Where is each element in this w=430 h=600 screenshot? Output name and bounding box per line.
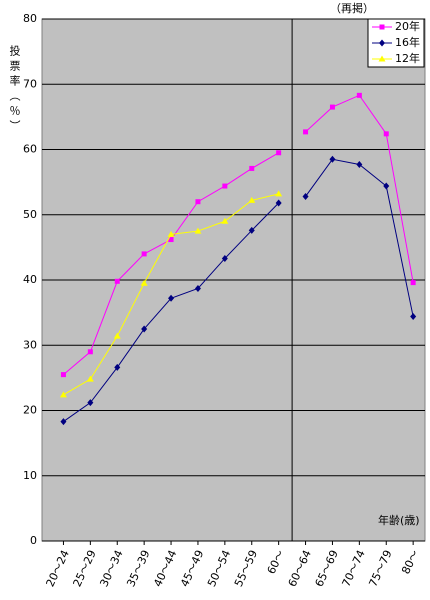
point: [378, 55, 386, 62]
x-axis-label: 年齢(歳): [378, 513, 420, 527]
point: [221, 254, 228, 262]
point: [302, 192, 309, 200]
legend-label: 16年: [395, 35, 420, 49]
y-tick-label: 40: [23, 273, 37, 286]
point: [59, 391, 67, 398]
y-tick-label: 10: [23, 469, 37, 482]
point: [275, 190, 283, 197]
section-note: （再掲）: [330, 1, 374, 15]
x-tick-label: 80～: [399, 548, 421, 576]
point: [114, 278, 120, 284]
x-tick-label: 40～44: [151, 548, 179, 589]
y-tick-label: 50: [23, 208, 37, 221]
x-tick-label: 35～39: [124, 548, 152, 589]
x-tick-label: 65～69: [313, 548, 341, 589]
point: [383, 182, 390, 190]
point: [87, 349, 93, 355]
point: [379, 39, 385, 47]
point: [114, 363, 121, 371]
point: [195, 199, 201, 205]
y-tick-label: 20: [23, 404, 37, 417]
point: [141, 251, 147, 257]
point: [60, 372, 66, 378]
x-tick-label: 45～49: [178, 548, 206, 589]
y-tick-label: 0: [30, 534, 37, 547]
point: [60, 418, 67, 426]
x-tick-label: 25～29: [71, 548, 99, 589]
point: [222, 183, 228, 189]
point: [356, 92, 362, 98]
y-tick-label: 30: [23, 338, 37, 351]
y-tick-label: 70: [23, 77, 37, 90]
x-tick-label: 20～24: [44, 548, 72, 589]
point: [410, 313, 417, 321]
point: [248, 226, 255, 234]
point: [329, 155, 336, 163]
point: [276, 150, 282, 156]
x-tick-label: 30～34: [97, 548, 125, 589]
point: [379, 24, 385, 30]
y-tick-label: 60: [23, 143, 37, 156]
point: [410, 280, 416, 286]
x-tick-label: 60～64: [286, 548, 314, 589]
point: [167, 230, 175, 237]
point: [356, 161, 363, 169]
y-axis-label: 投票率（％）: [8, 44, 21, 135]
point: [141, 325, 148, 333]
point: [275, 199, 282, 207]
x-tick-label: 60～: [265, 548, 287, 576]
legend-label: 12年: [395, 51, 420, 65]
point: [86, 375, 94, 382]
point: [221, 217, 229, 224]
x-tick-label: 55～59: [232, 548, 260, 589]
y-tick-label: 80: [23, 12, 37, 25]
point: [168, 294, 175, 302]
point: [194, 284, 201, 292]
point: [87, 399, 94, 407]
point: [248, 196, 256, 203]
point: [383, 131, 389, 137]
legend-label: 20年: [395, 19, 420, 33]
point: [303, 129, 309, 135]
x-tick-label: 75～79: [366, 548, 394, 589]
x-tick-label: 50～54: [205, 548, 233, 589]
point: [113, 332, 121, 339]
point: [194, 227, 202, 234]
point: [168, 237, 174, 243]
point: [329, 104, 335, 110]
x-tick-label: 70～74: [340, 548, 368, 589]
point: [249, 165, 255, 171]
point: [140, 279, 148, 286]
